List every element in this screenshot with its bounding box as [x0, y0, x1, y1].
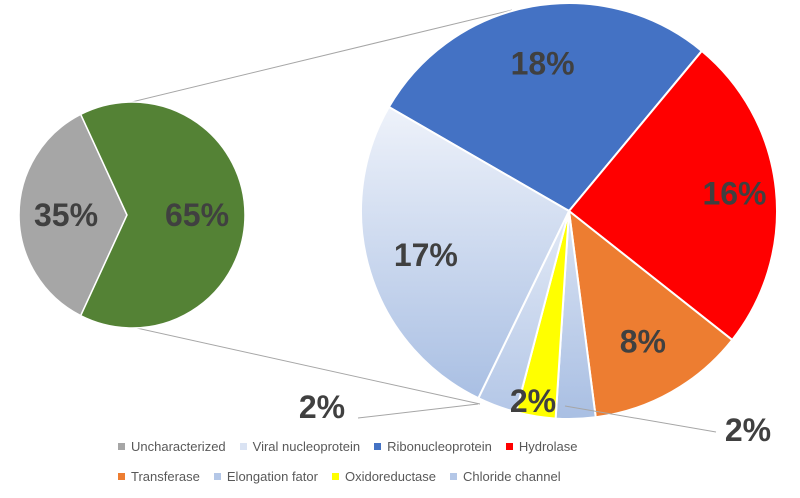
slice-ribonucleoprotein: [387, 2, 704, 213]
slice-transferase: [567, 208, 734, 419]
legend-label: Chloride channel: [463, 468, 561, 484]
connector-line: [80, 9, 513, 115]
legend-item-ribonucleoprotein: Ribonucleoprotein: [374, 439, 492, 454]
legend-label: Oxidoreductase: [344, 468, 437, 484]
label-viral-nucleoprotein: 17%: [394, 237, 458, 273]
legend-item-viral-nucleoprotein: Viral nucleoprotein: [239, 438, 361, 454]
label-characterized: 65%: [165, 197, 229, 233]
connector-line: [80, 315, 481, 405]
slice-hydrolase: [567, 49, 778, 342]
secondary-pie: [360, 2, 778, 420]
legend-item-uncharacterized: Uncharacterized: [118, 439, 226, 454]
slice-viral-nucleoprotein: [360, 105, 571, 400]
legend-item-elongation-fator: Elongation fator: [213, 468, 318, 484]
legend-label: Ribonucleoprotein: [387, 438, 492, 454]
legend-swatch: [213, 472, 221, 480]
label-transferase: 8%: [620, 323, 666, 359]
leader-line: [564, 405, 717, 433]
label-hydrolase: 16%: [702, 176, 766, 212]
connector-lines: [80, 9, 513, 405]
legend-item-hydrolase: Hydrolase: [505, 438, 578, 454]
legend-swatch: [239, 442, 247, 450]
label-elongation-fator: 2%: [299, 389, 345, 425]
legend-row: Transferase Elongation fator Oxidoreductas…: [118, 466, 698, 486]
legend-swatch: [118, 472, 125, 480]
data-labels: 35% 65% 18% 16% 8% 17% 2% 2% 2%: [34, 46, 771, 448]
legend-label: Viral nucleoprotein: [252, 438, 361, 454]
legend-swatch: [450, 472, 458, 480]
legend-label: Hydrolase: [518, 438, 578, 454]
legend-swatch: [118, 442, 125, 450]
legend-swatch: [331, 472, 339, 480]
label-chloride-channel: 2%: [725, 412, 771, 448]
legend-label: Transferase: [131, 468, 200, 484]
label-uncharacterized: 35%: [34, 197, 98, 233]
legend-label: Uncharacterized: [131, 438, 226, 454]
leader-line: [357, 403, 479, 419]
legend-item-chloride-channel: Chloride channel: [450, 469, 561, 484]
legend: Uncharacterized Viral nucleoprotein Ribonu…: [118, 436, 698, 496]
legend-item-oxidoreductase: Oxidoreductase: [331, 468, 437, 484]
legend-swatch: [374, 442, 382, 450]
slice-characterized: [79, 101, 246, 329]
label-oxidoreductase: 2%: [510, 383, 556, 419]
legend-swatch: [505, 442, 513, 450]
label-ribonucleoprotein: 18%: [511, 46, 575, 82]
legend-row: Uncharacterized Viral nucleoprotein Ribonu…: [118, 436, 698, 456]
legend-item-transferase: Transferase: [118, 469, 200, 484]
primary-pie: [18, 101, 246, 329]
legend-label: Elongation fator: [226, 468, 318, 484]
slice-uncharacterized: [18, 113, 128, 317]
